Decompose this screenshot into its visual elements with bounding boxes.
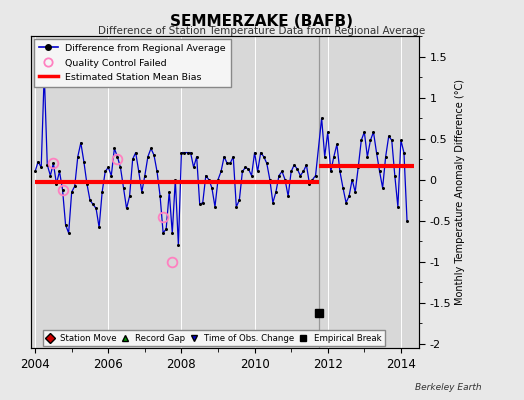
Legend: Station Move, Record Gap, Time of Obs. Change, Empirical Break: Station Move, Record Gap, Time of Obs. C…	[42, 330, 385, 346]
Text: Berkeley Earth: Berkeley Earth	[416, 383, 482, 392]
Text: SEMMERZAKE (BAFB): SEMMERZAKE (BAFB)	[170, 14, 354, 29]
Text: Difference of Station Temperature Data from Regional Average: Difference of Station Temperature Data f…	[99, 26, 425, 36]
Y-axis label: Monthly Temperature Anomaly Difference (°C): Monthly Temperature Anomaly Difference (…	[455, 79, 465, 305]
